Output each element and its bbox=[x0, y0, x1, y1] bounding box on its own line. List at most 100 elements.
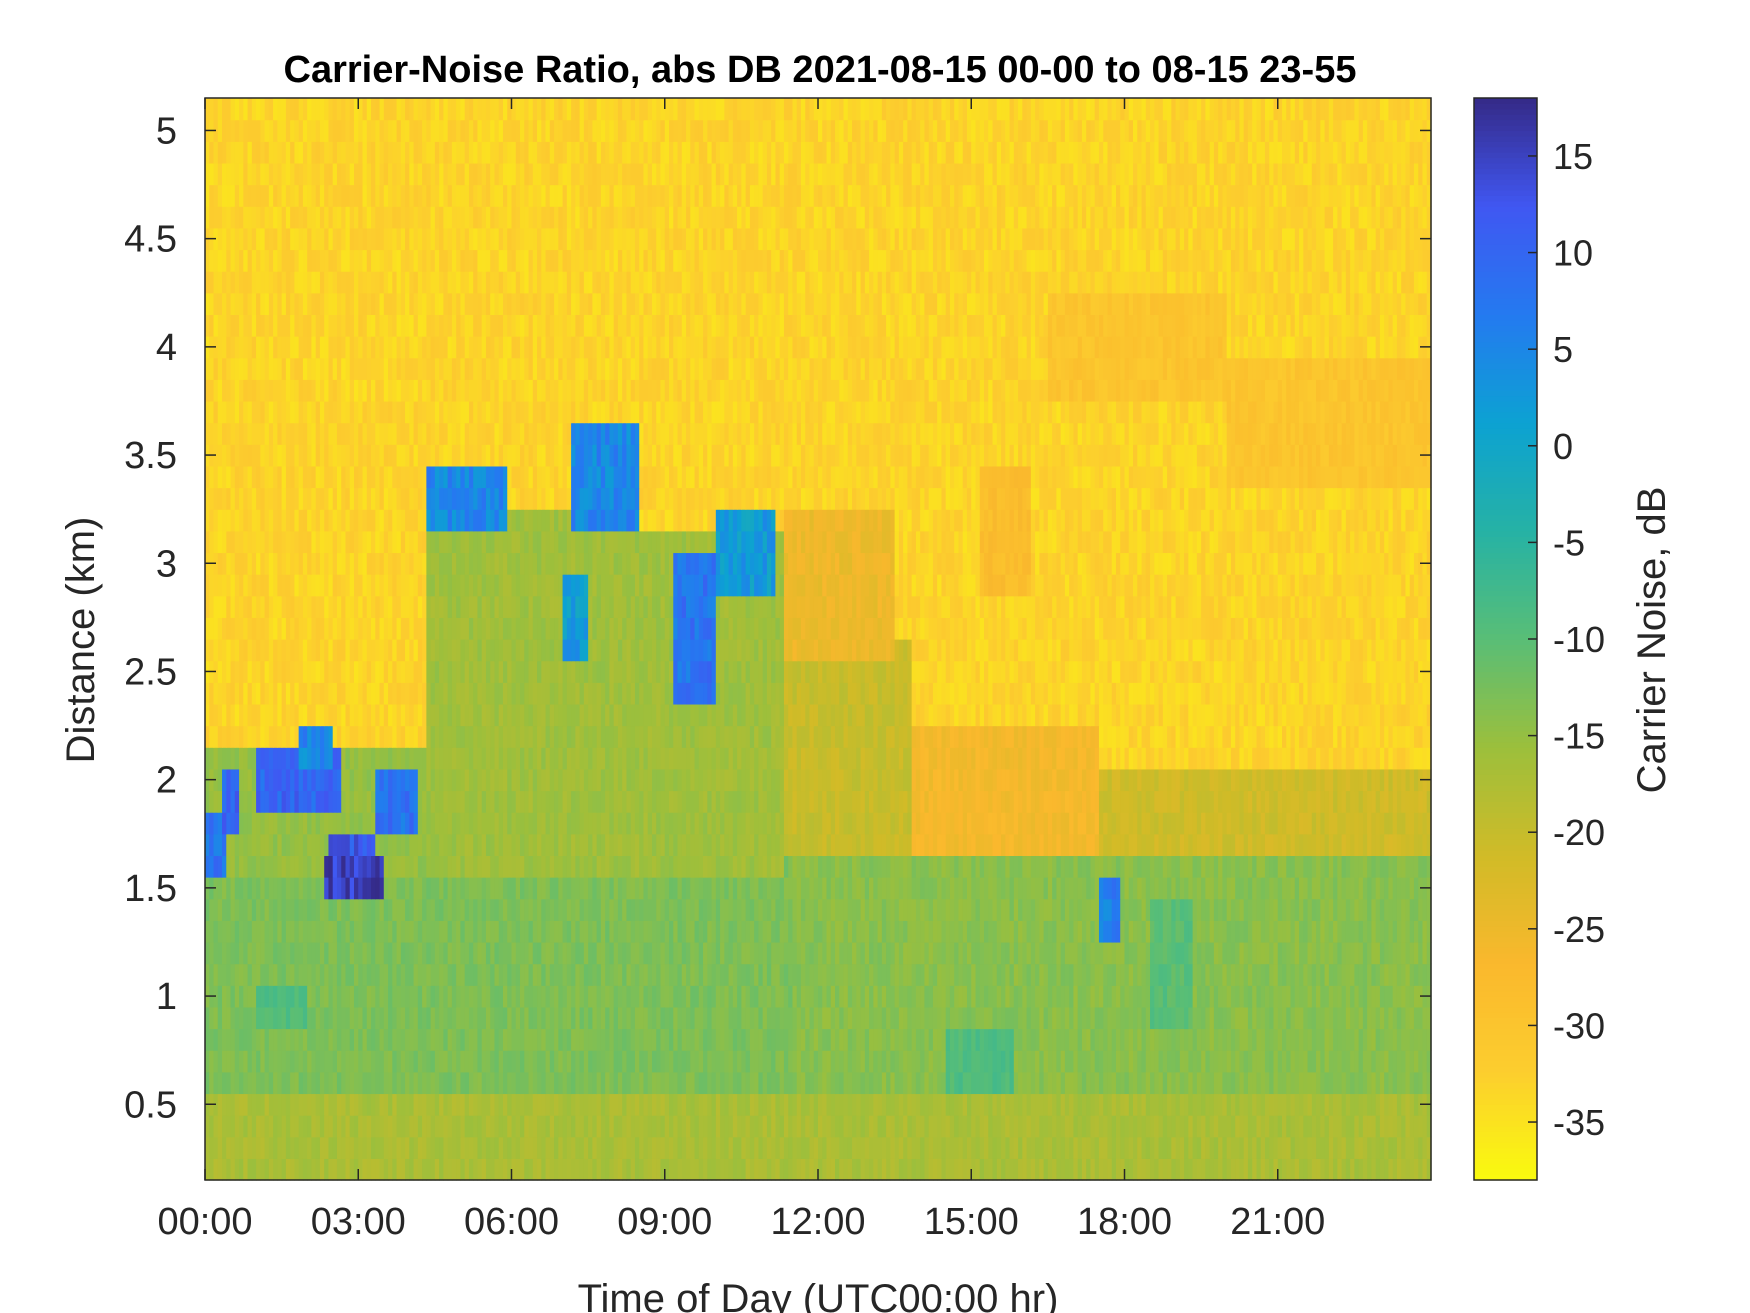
heatmap-cell bbox=[1396, 1028, 1402, 1051]
heatmap-cell bbox=[686, 963, 691, 986]
heatmap-cell bbox=[622, 920, 628, 943]
heatmap-cell bbox=[1264, 898, 1270, 921]
heatmap-cell bbox=[966, 1136, 972, 1159]
heatmap-cell bbox=[792, 1136, 798, 1159]
heatmap-cell bbox=[656, 985, 662, 1008]
heatmap-cell bbox=[230, 898, 236, 921]
heatmap-cell bbox=[992, 920, 998, 943]
heatmap-cell bbox=[230, 812, 236, 835]
heatmap-cell bbox=[1384, 833, 1390, 856]
heatmap-cell bbox=[737, 1028, 742, 1051]
heatmap-cell bbox=[971, 920, 977, 943]
heatmap-cell bbox=[651, 833, 657, 856]
heatmap-cell bbox=[1043, 1028, 1049, 1051]
heatmap-cell bbox=[520, 963, 525, 986]
heatmap-cell bbox=[481, 920, 487, 943]
heatmap-cell bbox=[494, 812, 500, 835]
heatmap-cell bbox=[520, 898, 525, 921]
heatmap-cell bbox=[549, 1006, 555, 1030]
heatmap-cell bbox=[239, 963, 244, 986]
heatmap-cell bbox=[1303, 833, 1309, 856]
heatmap-cell bbox=[792, 898, 798, 921]
heatmap-cell bbox=[1107, 1158, 1113, 1181]
heatmap-cell bbox=[222, 1006, 227, 1030]
heatmap-cell bbox=[915, 985, 921, 1008]
heatmap-cell bbox=[409, 1158, 415, 1181]
heatmap-cell bbox=[307, 1006, 313, 1030]
heatmap-cell bbox=[839, 877, 845, 900]
heatmap-cell bbox=[1367, 1136, 1373, 1159]
heatmap-cell bbox=[732, 1158, 738, 1181]
heatmap-cell bbox=[754, 877, 760, 900]
heatmap-cell bbox=[1103, 1115, 1109, 1138]
heatmap-cell bbox=[1171, 1093, 1177, 1116]
heatmap-cell bbox=[490, 812, 496, 835]
heatmap-cell bbox=[260, 833, 266, 856]
heatmap-cell bbox=[941, 1050, 947, 1073]
heatmap-cell bbox=[575, 985, 581, 1008]
heatmap-cell bbox=[732, 1050, 738, 1073]
heatmap-cell bbox=[617, 790, 623, 813]
heatmap-cell bbox=[430, 1071, 436, 1095]
heatmap-cell bbox=[1115, 877, 1121, 900]
heatmap-cell bbox=[1030, 985, 1036, 1008]
heatmap-cell bbox=[1115, 812, 1121, 835]
heatmap-cell bbox=[1358, 1093, 1364, 1116]
heatmap-cell bbox=[1145, 985, 1151, 1008]
heatmap-cell bbox=[400, 1115, 406, 1138]
heatmap-cell bbox=[554, 877, 559, 900]
heatmap-cell bbox=[285, 1136, 291, 1159]
heatmap-cell bbox=[1409, 963, 1415, 986]
heatmap-cell bbox=[1388, 941, 1394, 965]
heatmap-cell bbox=[520, 1136, 525, 1159]
heatmap-cell bbox=[1290, 812, 1296, 835]
heatmap-cell bbox=[737, 898, 742, 921]
heatmap-cell bbox=[439, 963, 444, 986]
heatmap-cell bbox=[571, 1006, 576, 1030]
heatmap-cell bbox=[1111, 833, 1117, 856]
heatmap-cell bbox=[524, 1158, 530, 1181]
heatmap-cell bbox=[1205, 833, 1211, 856]
heatmap-cell bbox=[1064, 1158, 1070, 1181]
heatmap-cell bbox=[915, 1006, 921, 1030]
heatmap-cell bbox=[979, 941, 985, 965]
heatmap-cell bbox=[686, 812, 691, 835]
heatmap-cell bbox=[1422, 963, 1428, 986]
heatmap-cell bbox=[579, 790, 585, 813]
heatmap-cell bbox=[766, 855, 772, 878]
heatmap-cell bbox=[1077, 1050, 1083, 1073]
heatmap-cell bbox=[481, 790, 487, 813]
heatmap-cell bbox=[562, 898, 568, 921]
heatmap-cell bbox=[405, 790, 410, 813]
heatmap-cell bbox=[1013, 855, 1019, 878]
heatmap-cell bbox=[852, 1071, 857, 1095]
heatmap-cell bbox=[924, 1115, 930, 1138]
heatmap-cell bbox=[1171, 1028, 1177, 1051]
heatmap-cell bbox=[1316, 1093, 1321, 1116]
heatmap-cell bbox=[996, 1050, 1002, 1073]
heatmap-cell bbox=[1103, 1136, 1109, 1159]
heatmap-cell bbox=[920, 1158, 926, 1181]
heatmap-cell bbox=[1375, 1115, 1381, 1138]
heatmap-cell bbox=[949, 812, 955, 835]
heatmap-cell bbox=[1064, 920, 1070, 943]
heatmap-cell bbox=[1039, 855, 1045, 878]
heatmap-cell bbox=[217, 833, 223, 856]
heatmap-cell bbox=[1094, 1006, 1100, 1030]
heatmap-cell bbox=[1243, 1028, 1249, 1051]
heatmap-cell bbox=[749, 1136, 755, 1159]
heatmap-cell bbox=[226, 877, 232, 900]
heatmap-cell bbox=[962, 1115, 968, 1138]
heatmap-cell bbox=[1316, 1028, 1321, 1051]
heatmap-cell bbox=[1005, 1028, 1011, 1051]
heatmap-cell bbox=[1405, 833, 1411, 856]
heatmap-cell bbox=[617, 1136, 623, 1159]
heatmap-cell bbox=[554, 920, 559, 943]
heatmap-cell bbox=[864, 898, 870, 921]
heatmap-cell bbox=[1290, 963, 1296, 986]
heatmap-cell bbox=[1341, 963, 1347, 986]
heatmap-cell bbox=[745, 1136, 751, 1159]
heatmap-cell bbox=[1264, 1071, 1270, 1095]
heatmap-cell bbox=[222, 941, 227, 965]
heatmap-cell bbox=[984, 833, 989, 856]
